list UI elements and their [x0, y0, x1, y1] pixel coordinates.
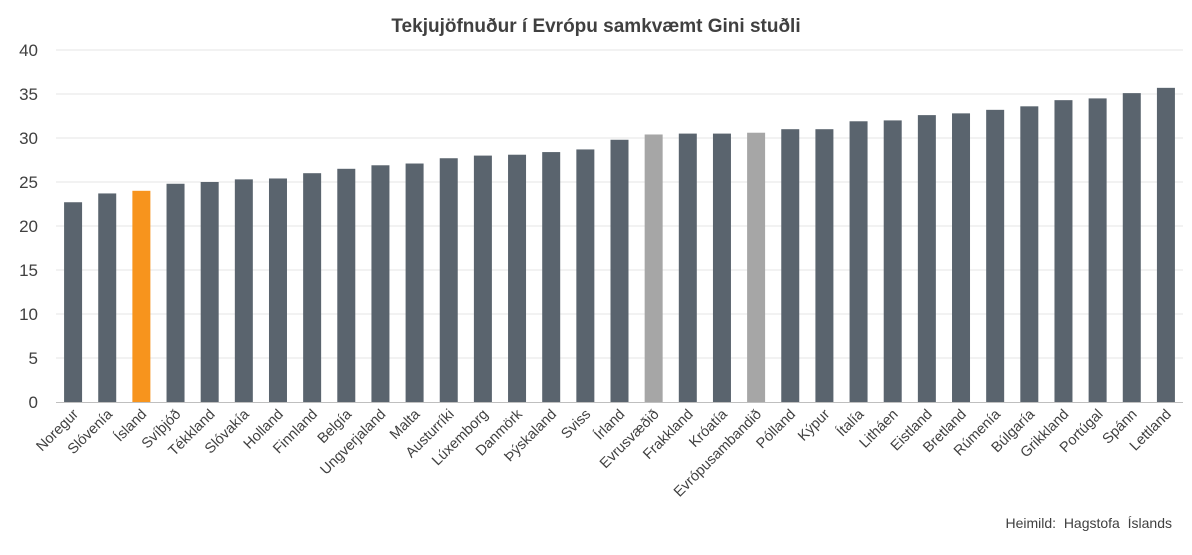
- chart-title: Tekjujöfnuður í Evrópu samkvæmt Gini stu…: [391, 16, 801, 37]
- bar-pólland: [781, 129, 800, 402]
- bar-portúgal: [1088, 98, 1107, 403]
- bar-bretland: [952, 113, 971, 403]
- bar-frakkland: [678, 133, 697, 402]
- bar-belgía: [337, 168, 356, 402]
- bar-svíþjóð: [166, 183, 185, 402]
- bar-búlgaría: [1020, 106, 1039, 402]
- bar-slóvenía: [98, 193, 117, 402]
- bar-ítalía: [849, 121, 868, 402]
- y-tick-label: 25: [19, 173, 38, 192]
- bar-rúmenía: [986, 109, 1005, 402]
- bar-austurríki: [439, 158, 458, 402]
- y-tick-label: 5: [29, 349, 38, 368]
- bar-slóvakía: [234, 179, 253, 402]
- bar-finnland: [303, 173, 322, 402]
- bar-ungverjaland: [371, 165, 390, 402]
- x-axis-ticks: NoregurSlóveníaÍslandSvíþjóðTékklandSlóv…: [34, 405, 1175, 500]
- x-tick-label: Kýpur: [795, 406, 833, 444]
- bar-kýpur: [815, 129, 834, 402]
- y-tick-label: 15: [19, 261, 38, 280]
- source-note: Heimild: Hagstofa Íslands: [1005, 515, 1172, 531]
- y-tick-label: 10: [19, 305, 38, 324]
- y-tick-label: 30: [19, 129, 38, 148]
- y-tick-label: 35: [19, 85, 38, 104]
- bar-ísland: [132, 190, 151, 402]
- bar-þýskaland: [542, 152, 561, 402]
- bar-sviss: [576, 149, 595, 402]
- bar-lettland: [1156, 87, 1175, 402]
- y-tick-label: 40: [19, 41, 38, 60]
- bar-spánn: [1122, 93, 1141, 403]
- bars: [64, 87, 1175, 403]
- bar-eistland: [917, 115, 936, 403]
- x-tick-label: Sviss: [558, 407, 594, 443]
- y-tick-label: 20: [19, 217, 38, 236]
- y-axis-ticks: 0 5 10 15 20 25 30 35 40: [19, 41, 38, 412]
- bar-lúxemborg: [473, 155, 492, 402]
- bar-írland: [610, 139, 629, 402]
- bar-malta: [405, 163, 424, 402]
- bar-grikkland: [1054, 100, 1073, 402]
- bar-evrusvæðið: [644, 134, 663, 403]
- y-tick-label: 0: [29, 393, 38, 412]
- bar-króatía: [712, 133, 731, 402]
- bar-holland: [268, 178, 287, 402]
- bar-noregur: [64, 202, 83, 402]
- bar-litháen: [883, 120, 902, 403]
- bar-danmörk: [508, 154, 527, 402]
- bar-evrópusambandið: [747, 132, 766, 402]
- bar-tékkland: [200, 182, 219, 402]
